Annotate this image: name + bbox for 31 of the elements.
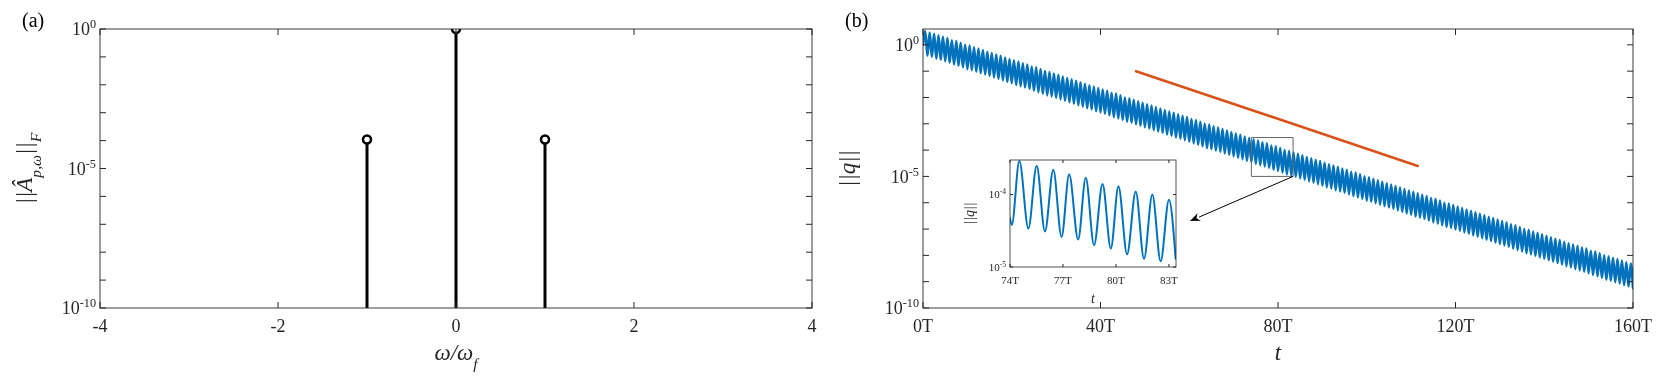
- x-tick-label: 0: [451, 316, 461, 336]
- x-tick-label: 0T: [913, 316, 933, 336]
- y-tick-label: 10$^{-5}$: [890, 164, 919, 187]
- y-tick-label: 10$^{-5}$: [67, 156, 96, 179]
- x-tick-label: 2: [629, 316, 639, 336]
- x-tick-label: 74T: [1001, 274, 1020, 286]
- y-axis-title: ||q||: [835, 150, 860, 187]
- y-axis-title: ||q||: [962, 202, 977, 225]
- chart-title: (a): [22, 9, 45, 32]
- y-tick-label: 10$^{-4}$: [988, 186, 1007, 201]
- x-tick-label: 160T: [1614, 316, 1652, 336]
- x-tick-label: 80T: [1107, 274, 1126, 286]
- x-tick-label: -2: [270, 316, 286, 336]
- x-tick-label: 80T: [1263, 316, 1293, 336]
- y-tick-label: 10$^{-5}$: [988, 259, 1007, 273]
- x-axis-title: t: [1091, 291, 1097, 306]
- x-axis-title: ω/ω$_{f}$: [434, 340, 481, 372]
- line-series: [923, 29, 1633, 290]
- y-tick-label: 10$^{-10}$: [61, 296, 96, 319]
- x-tick-label: 40T: [1086, 316, 1115, 336]
- line-series: [1010, 160, 1176, 263]
- x-tick-label: 4: [807, 316, 817, 336]
- chart-title: (b): [845, 9, 869, 32]
- x-tick-label: 77T: [1054, 274, 1073, 286]
- y-tick-label: 10$^{0}$: [71, 17, 96, 40]
- x-tick-label: 83T: [1160, 274, 1179, 286]
- x-tick-label: -4: [92, 316, 108, 336]
- y-tick-label: 10$^{-10}$: [884, 296, 919, 319]
- x-axis-title: t: [1274, 340, 1282, 365]
- y-tick-label: 10$^{0}$: [894, 33, 919, 56]
- x-tick-label: 120T: [1436, 316, 1475, 336]
